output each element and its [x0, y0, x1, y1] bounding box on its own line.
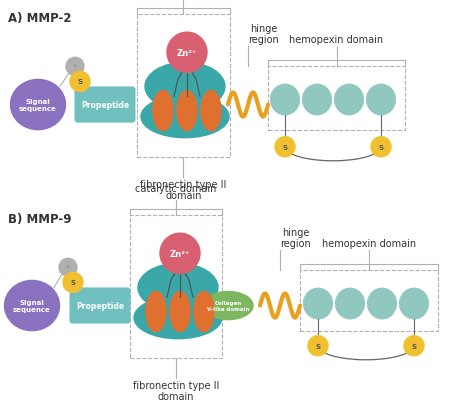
Ellipse shape [170, 292, 190, 332]
Text: B) MMP-9: B) MMP-9 [8, 213, 72, 225]
Circle shape [70, 72, 90, 92]
Bar [130, 215, 222, 358]
Text: S: S [316, 343, 320, 349]
Circle shape [404, 336, 424, 356]
Ellipse shape [153, 91, 173, 132]
Text: S: S [78, 79, 82, 85]
Circle shape [275, 137, 295, 158]
Ellipse shape [194, 292, 214, 332]
Text: S: S [379, 144, 383, 150]
Text: hemopexin domain: hemopexin domain [290, 35, 383, 45]
Text: S: S [71, 280, 75, 286]
Ellipse shape [334, 85, 364, 116]
Ellipse shape [201, 91, 221, 132]
Circle shape [167, 33, 207, 73]
Circle shape [66, 58, 84, 76]
Ellipse shape [303, 288, 333, 319]
Circle shape [308, 336, 328, 356]
Text: Zn²⁺: Zn²⁺ [170, 249, 190, 258]
Ellipse shape [203, 292, 253, 320]
Text: hinge
region: hinge region [248, 24, 279, 45]
Ellipse shape [270, 85, 300, 116]
Ellipse shape [335, 288, 365, 319]
Ellipse shape [177, 91, 197, 132]
Text: fibronectin type II
domain: fibronectin type II domain [140, 180, 227, 201]
Text: hinge
region: hinge region [280, 227, 311, 249]
Ellipse shape [146, 292, 166, 332]
Text: Signal
sequence: Signal sequence [13, 299, 51, 312]
Ellipse shape [302, 85, 332, 116]
Ellipse shape [367, 288, 397, 319]
Text: S: S [283, 144, 288, 150]
Circle shape [371, 137, 391, 158]
Text: hemopexin domain: hemopexin domain [322, 239, 416, 249]
Ellipse shape [141, 96, 229, 138]
Circle shape [59, 259, 77, 277]
Text: fibronectin type II
domain: fibronectin type II domain [133, 380, 219, 401]
Ellipse shape [399, 288, 428, 319]
Circle shape [160, 233, 200, 273]
Circle shape [63, 273, 83, 293]
Text: A) MMP-2: A) MMP-2 [8, 12, 72, 25]
Text: Propeptide: Propeptide [76, 301, 124, 310]
Ellipse shape [138, 264, 218, 312]
Ellipse shape [10, 80, 65, 130]
Ellipse shape [366, 85, 396, 116]
Text: s: s [67, 263, 69, 268]
Ellipse shape [134, 297, 222, 339]
FancyBboxPatch shape [74, 87, 136, 124]
Text: Signal
sequence: Signal sequence [19, 99, 57, 112]
Bar [300, 271, 438, 331]
Text: S: S [411, 343, 417, 349]
Text: Propeptide: Propeptide [81, 101, 129, 110]
Text: Collagen
V-like domain: Collagen V-like domain [207, 300, 249, 311]
Bar [268, 67, 405, 130]
Text: s: s [74, 63, 76, 68]
Ellipse shape [145, 63, 225, 111]
FancyBboxPatch shape [70, 288, 130, 324]
Text: catalytic domain: catalytic domain [135, 184, 217, 193]
Ellipse shape [4, 281, 60, 331]
Text: Zn²⁺: Zn²⁺ [177, 49, 197, 58]
Bar [137, 15, 230, 157]
